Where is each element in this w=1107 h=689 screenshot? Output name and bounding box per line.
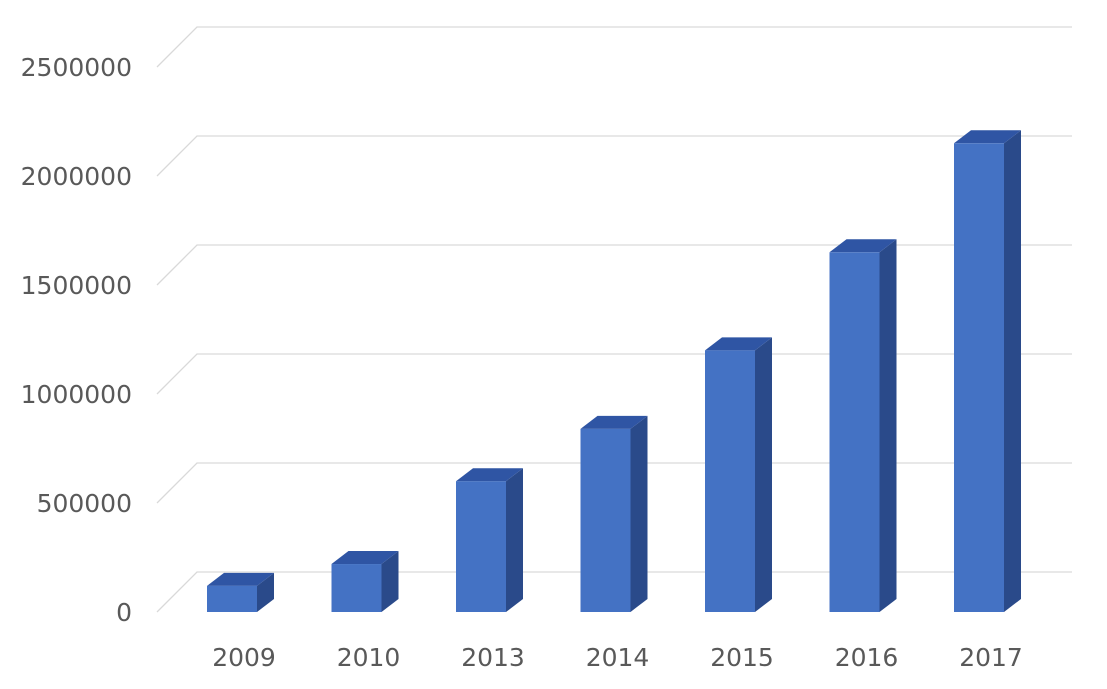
- bar-top: [705, 337, 772, 351]
- gridline: [156, 353, 1072, 395]
- bar-2009: [207, 572, 274, 612]
- bar-front: [207, 585, 257, 612]
- bar-front: [829, 252, 880, 613]
- bar-top: [954, 130, 1021, 144]
- bar-2017: [954, 130, 1021, 613]
- gridlines: [156, 26, 1072, 613]
- bar-2015: [705, 337, 772, 612]
- bar-side: [506, 468, 523, 612]
- x-axis-ticks: 2009 2010 2013 2014 2015 2016 2017: [212, 643, 1023, 672]
- x-tick-label: 2014: [586, 643, 650, 672]
- bar-side: [381, 551, 399, 612]
- bar-front: [705, 350, 755, 612]
- y-tick-label: 0: [116, 598, 132, 627]
- gridline: [156, 244, 1072, 286]
- bar-side: [755, 337, 772, 612]
- bar-top: [456, 468, 523, 482]
- bar-2014: [580, 415, 648, 612]
- bar-front: [331, 564, 382, 612]
- bar-top: [331, 551, 399, 565]
- bar-top: [580, 415, 648, 429]
- bar-side: [1004, 130, 1021, 613]
- bar-side: [257, 572, 274, 612]
- bar-side: [879, 239, 897, 613]
- y-tick-label: 500000: [37, 489, 132, 518]
- y-tick-label: 2000000: [21, 162, 132, 191]
- gridline: [156, 462, 1072, 504]
- bar-top: [207, 572, 274, 586]
- y-tick-label: 1500000: [21, 271, 132, 300]
- bar-front: [580, 428, 631, 612]
- gridline: [156, 571, 1072, 613]
- bar-2013: [456, 468, 523, 612]
- x-tick-label: 2016: [835, 643, 899, 672]
- bar-side: [630, 415, 648, 612]
- bar-2016: [829, 239, 897, 613]
- y-axis-ticks: 0 500000 1000000 1500000 2000000 2500000: [21, 53, 132, 627]
- y-tick-label: 2500000: [21, 53, 132, 82]
- bars: [207, 130, 1021, 613]
- x-tick-label: 2009: [212, 643, 276, 672]
- bar-front: [954, 143, 1004, 613]
- gridline: [156, 26, 1072, 68]
- x-tick-label: 2010: [337, 643, 401, 672]
- bar-front: [456, 481, 506, 612]
- gridline: [156, 135, 1072, 177]
- x-tick-label: 2013: [461, 643, 525, 672]
- bar-2010: [331, 551, 399, 612]
- x-tick-label: 2017: [959, 643, 1023, 672]
- bar-top: [829, 239, 897, 253]
- y-tick-label: 1000000: [21, 380, 132, 409]
- x-tick-label: 2015: [710, 643, 774, 672]
